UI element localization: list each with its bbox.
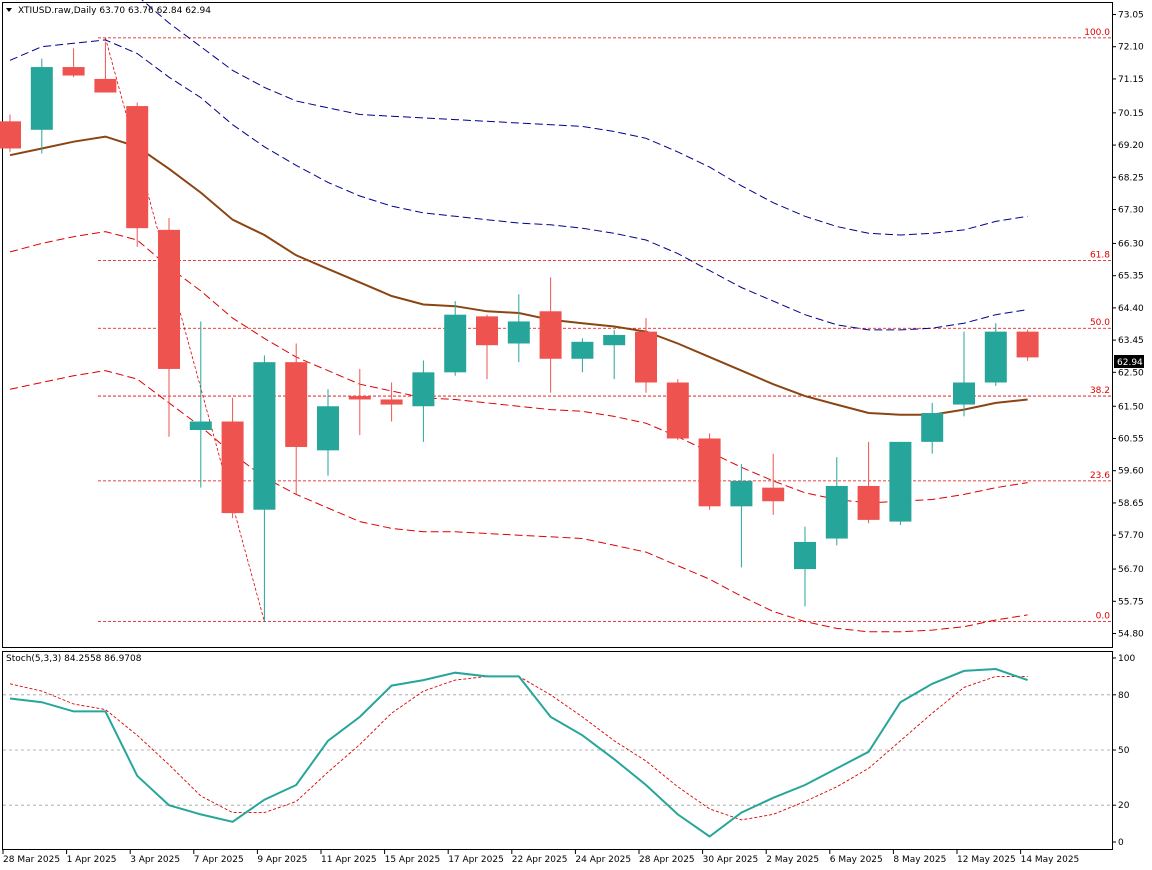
candle-bear (158, 229, 180, 369)
price-tick-label: 63.45 (1118, 336, 1144, 346)
time-tick-label: 1 Apr 2025 (67, 855, 117, 865)
price-tick-label: 56.70 (1118, 565, 1144, 575)
candle-bear (698, 438, 721, 507)
candle-bull (889, 441, 912, 522)
candle-bull (571, 341, 594, 359)
fib-level-label: 100.0 (1084, 28, 1110, 38)
price-tick-label: 70.15 (1118, 109, 1144, 119)
price-tick-label: 72.10 (1118, 43, 1144, 53)
last-price-label: 62.94 (1117, 358, 1143, 368)
time-tick-label: 8 May 2025 (893, 855, 946, 865)
fib-level-label: 0.0 (1096, 612, 1111, 622)
time-tick-label: 14 May 2025 (1021, 855, 1080, 865)
price-tick-label: 61.50 (1118, 402, 1144, 412)
price-tick-label: 71.15 (1118, 75, 1144, 85)
fib-level-label: 23.6 (1090, 471, 1110, 481)
price-tick-label: 65.35 (1118, 272, 1144, 282)
candle-bull (317, 406, 339, 451)
candle-bull (953, 382, 975, 405)
price-tick-label: 60.55 (1118, 434, 1144, 444)
candle-bear (348, 396, 371, 400)
candle-bull (412, 372, 435, 407)
price-tick-label: 55.75 (1118, 597, 1144, 607)
time-tick-label: 17 Apr 2025 (448, 855, 504, 865)
time-tick-label: 7 Apr 2025 (194, 855, 244, 865)
time-axis: 28 Mar 2025 1 Apr 2025 3 Apr 2025 7 Apr 202… (2, 850, 1080, 865)
candle-bull (794, 541, 816, 570)
candle-bull (189, 421, 212, 430)
price-axis: 73.05 72.10 71.15 70.15 69.20 68.25 67.30 66.30… (1112, 10, 1144, 640)
candle-bear (285, 362, 308, 447)
fib-level-label: 61.8 (1090, 250, 1110, 260)
candle-bull (730, 480, 753, 507)
time-tick-label: 12 May 2025 (957, 855, 1016, 865)
stoch-main-line (9, 667, 1028, 838)
candle-bull (984, 331, 1007, 383)
stoch-header: Stoch(5,3,3) 84.2558 86.9708 (6, 654, 142, 664)
price-tick-label: 67.30 (1118, 206, 1144, 216)
price-tick-label: 62.50 (1118, 368, 1144, 378)
time-tick-label: 9 Apr 2025 (257, 855, 307, 865)
candle-bull (30, 67, 53, 130)
time-tick-label: 2 May 2025 (766, 855, 819, 865)
envelope-red-outer (9, 370, 1028, 633)
symbol-header: XTIUSD.raw,Daily 63.70 63.76 62.84 62.94 (18, 6, 211, 16)
candles (0, 41, 1039, 622)
price-tick-label: 59.60 (1118, 467, 1144, 477)
time-tick-label: 15 Apr 2025 (385, 855, 441, 865)
candle-bear (94, 78, 117, 93)
stoch-tick-label: 80 (1118, 691, 1130, 701)
candle-bear (62, 67, 85, 76)
price-tick-label: 57.70 (1118, 531, 1144, 541)
main-panel-frame (2, 2, 1113, 648)
last-price-tag (1114, 355, 1144, 368)
stoch-tick-label: 0 (1118, 838, 1124, 848)
fib-level-label: 38.2 (1090, 386, 1110, 396)
time-tick-label: 6 May 2025 (830, 855, 883, 865)
fib-level-label: 50.0 (1090, 318, 1110, 328)
envelope-blue-inner (9, 39, 1028, 331)
envelope-blue-outer (141, 0, 1028, 236)
price-tick-label: 69.20 (1118, 141, 1144, 151)
candle-bear (539, 311, 562, 359)
price-tick-label: 58.65 (1118, 499, 1144, 509)
time-tick-label: 24 Apr 2025 (575, 855, 631, 865)
stoch-tick-label: 50 (1118, 746, 1130, 756)
candle-bear (126, 106, 149, 229)
price-tick-label: 68.25 (1118, 173, 1144, 183)
time-tick-label: 28 Apr 2025 (639, 855, 695, 865)
candle-bull (825, 485, 848, 539)
time-tick-label: 11 Apr 2025 (321, 855, 377, 865)
stochastic-panel: 100 80 50 20 0 (3, 654, 1135, 848)
candle-bear (476, 316, 498, 346)
time-tick-label: 28 Mar 2025 (3, 855, 60, 865)
time-tick-label: 22 Apr 2025 (512, 855, 568, 865)
candle-bear (857, 485, 880, 520)
price-tick-label: 54.80 (1118, 630, 1144, 640)
price-tick-label: 73.05 (1118, 10, 1144, 20)
price-tick-label: 66.30 (1118, 239, 1144, 249)
stoch-tick-label: 100 (1118, 654, 1135, 664)
candle-bull (444, 314, 467, 373)
candle-bear (762, 487, 785, 502)
stoch-tick-label: 20 (1118, 801, 1130, 811)
candle-bear (221, 421, 244, 514)
candle-bull (921, 413, 944, 442)
candle-bear (1016, 331, 1039, 358)
candle-bear (666, 382, 689, 439)
candle-bear (635, 331, 657, 383)
candle-bull (603, 335, 626, 346)
candle-bull (253, 362, 276, 510)
candle-bear (380, 399, 403, 405)
time-tick-label: 30 Apr 2025 (703, 855, 759, 865)
price-tick-label: 64.40 (1118, 304, 1144, 314)
candle-bear (0, 121, 21, 149)
candle-bull (507, 321, 530, 344)
time-tick-label: 3 Apr 2025 (130, 855, 180, 865)
collapse-triangle-icon[interactable] (6, 8, 12, 12)
